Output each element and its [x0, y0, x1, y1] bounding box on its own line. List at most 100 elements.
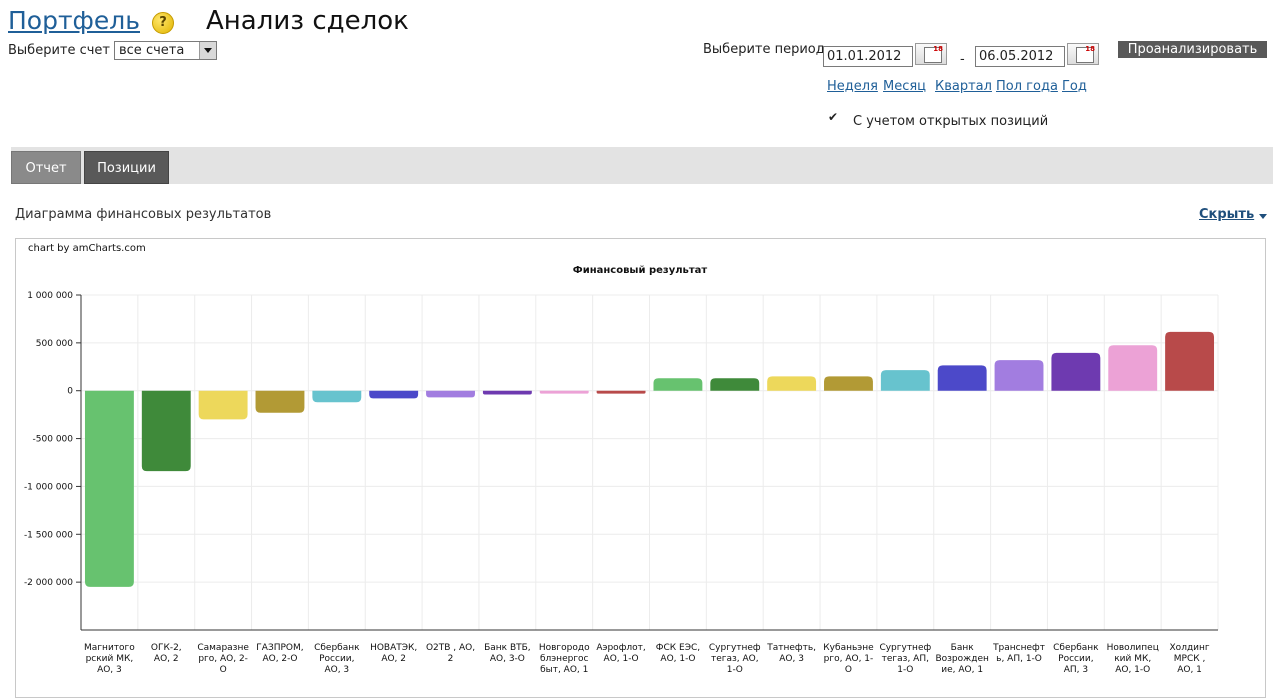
page-title: Анализ сделок	[206, 6, 409, 36]
x-tick-label-line: Возрожден	[935, 654, 989, 664]
chart-bar[interactable]	[369, 390, 419, 399]
chevron-down-icon[interactable]	[1259, 214, 1267, 219]
period-month-link[interactable]: Месяц	[883, 79, 927, 94]
chart-bar[interactable]	[880, 370, 930, 391]
date-from-input[interactable]: 01.01.2012	[823, 46, 913, 67]
chart-bar[interactable]	[994, 360, 1044, 391]
x-tick-label: Кубаньэне рго, АО, 1-О	[823, 643, 874, 675]
y-tick-label: -500 000	[33, 435, 74, 445]
analyze-button[interactable]: Проанализировать	[1118, 41, 1267, 58]
chart-bar[interactable]	[198, 390, 248, 420]
chart-bar[interactable]	[1165, 331, 1215, 391]
x-tick-label-line: Сургутнеф	[879, 643, 931, 653]
y-tick-label: 0	[67, 387, 73, 397]
x-tick-label-line: блэнергос	[540, 654, 589, 664]
x-tick-label-line: ие, АО, 1	[941, 665, 983, 675]
period-half-year-link[interactable]: Пол года	[996, 79, 1058, 94]
chart-bar[interactable]	[653, 378, 703, 391]
x-tick-label-line: АО, 1-О	[1115, 665, 1150, 675]
period-label: Выберите период	[703, 42, 825, 57]
chevron-down-icon[interactable]	[199, 42, 216, 59]
date-to-input[interactable]: 06.05.2012	[975, 46, 1065, 67]
x-tick-label-line: АО, 3	[97, 665, 122, 675]
help-icon[interactable]: ?	[152, 12, 174, 34]
period-year-link[interactable]: Год	[1062, 79, 1087, 94]
hide-chart-link[interactable]: Скрыть	[1199, 207, 1255, 222]
x-tick-label: Татнефть, АО, 3	[766, 643, 816, 664]
x-tick-label-line: МРСК ,	[1174, 654, 1206, 664]
x-tick-label: Магнитого рский МК, АО, 3	[84, 643, 135, 675]
period-week-link[interactable]: Неделя	[827, 79, 878, 94]
x-tick-label-line: 1-О	[897, 665, 913, 675]
chart-bar[interactable]	[1108, 345, 1158, 391]
chart-bar[interactable]	[426, 390, 475, 398]
x-tick-label-line: АО, 1-О	[604, 654, 639, 664]
x-tick-label-line: кий МК,	[1114, 654, 1151, 664]
chart-bar[interactable]	[141, 390, 191, 472]
x-tick-label-line: АО, 2-О	[262, 654, 297, 664]
x-tick-label: Самаразне рго, АО, 2-О	[197, 643, 249, 675]
x-tick-label: Сбербанк России, АП, 3	[1053, 643, 1099, 675]
x-tick-label: Сбербанк России, АО, 3	[314, 643, 360, 675]
chart-bar[interactable]	[255, 390, 305, 413]
account-select-value: все счета	[119, 43, 185, 58]
tab-report[interactable]: Отчет	[11, 151, 81, 184]
x-tick-label: Аэрофлот, АО, 1-О	[596, 643, 645, 664]
x-tick-label-line: Новгородо	[539, 643, 590, 653]
chart-bar[interactable]	[937, 365, 987, 391]
calendar-to-icon[interactable]	[1067, 43, 1099, 65]
x-tick-label-line: Сбербанк	[1053, 643, 1099, 653]
period-quarter-link[interactable]: Квартал	[935, 79, 992, 94]
x-tick-label: Банк ВТБ, АО, 3-О	[484, 643, 531, 664]
x-tick-label-line: Новолипец	[1107, 643, 1159, 653]
chart-bar[interactable]	[84, 390, 134, 587]
x-tick-label-line: тегаз, АО,	[711, 654, 759, 664]
x-tick-label-line: О	[220, 665, 227, 675]
x-tick-label-line: Магнитого	[84, 643, 135, 653]
x-tick-label-line: Татнефть,	[766, 643, 816, 653]
x-tick-label: ОГК-2, АО, 2	[151, 643, 182, 664]
x-tick-label: ГАЗПРОМ, АО, 2-О	[256, 643, 303, 664]
x-tick-label-line: Аэрофлот,	[596, 643, 645, 653]
calendar-from-icon[interactable]	[915, 43, 947, 65]
chart-container	[15, 238, 1266, 698]
x-tick-label: Сургутнеф тегаз, АО, 1-О	[709, 643, 761, 675]
x-tick-label: НОВАТЭК, АО, 2	[370, 643, 417, 664]
x-tick-label-line: России,	[1058, 654, 1093, 664]
chart-bar[interactable]	[312, 390, 362, 403]
x-tick-label-line: АП, 3	[1064, 665, 1088, 675]
account-select[interactable]: все счета	[114, 41, 217, 60]
chart-bar[interactable]	[1051, 352, 1101, 391]
x-tick-label-line: АО, 2	[381, 654, 406, 664]
x-tick-label-line: России,	[319, 654, 354, 664]
x-tick-label: Новгородо блэнергос быт, АО, 1	[539, 643, 590, 675]
chart-bar[interactable]	[767, 376, 817, 391]
chart-bar[interactable]	[539, 390, 589, 394]
chart-bar[interactable]	[824, 376, 873, 391]
tab-positions[interactable]: Позиции	[84, 151, 169, 184]
x-tick-label-line: Банк ВТБ,	[484, 643, 531, 653]
y-tick-label: -2 000 000	[24, 578, 73, 588]
portfolio-link[interactable]: Портфель	[8, 6, 140, 35]
x-tick-label-line: Транснефт	[992, 643, 1045, 653]
y-tick-label: -1 500 000	[24, 530, 73, 540]
x-tick-label-line: АО, 3	[779, 654, 804, 664]
x-tick-label: Новолипец кий МК, АО, 1-О	[1107, 643, 1159, 675]
chart-title: Финансовый результат	[572, 265, 708, 276]
x-tick-label: Холдинг МРСК , АО, 1	[1170, 643, 1210, 675]
x-tick-label-line: ь, АП, 1-О	[996, 654, 1042, 664]
section-title: Диаграмма финансовых результатов	[15, 207, 272, 222]
open-positions-checkbox[interactable]	[828, 110, 841, 126]
x-tick-label-line: Сбербанк	[314, 643, 360, 653]
chart-credit[interactable]: chart by amCharts.com	[28, 243, 146, 254]
x-tick-label: Транснефт ь, АП, 1-О	[992, 643, 1045, 664]
chart-bar[interactable]	[596, 390, 646, 394]
date-separator: -	[960, 52, 965, 67]
y-tick-label: 500 000	[36, 339, 73, 349]
account-label: Выберите счет	[8, 43, 111, 58]
x-tick-label-line: АО, 1	[1177, 665, 1202, 675]
chart-bar[interactable]	[710, 378, 760, 391]
chart-bar[interactable]	[482, 390, 532, 395]
y-tick-label: -1 000 000	[24, 482, 73, 492]
